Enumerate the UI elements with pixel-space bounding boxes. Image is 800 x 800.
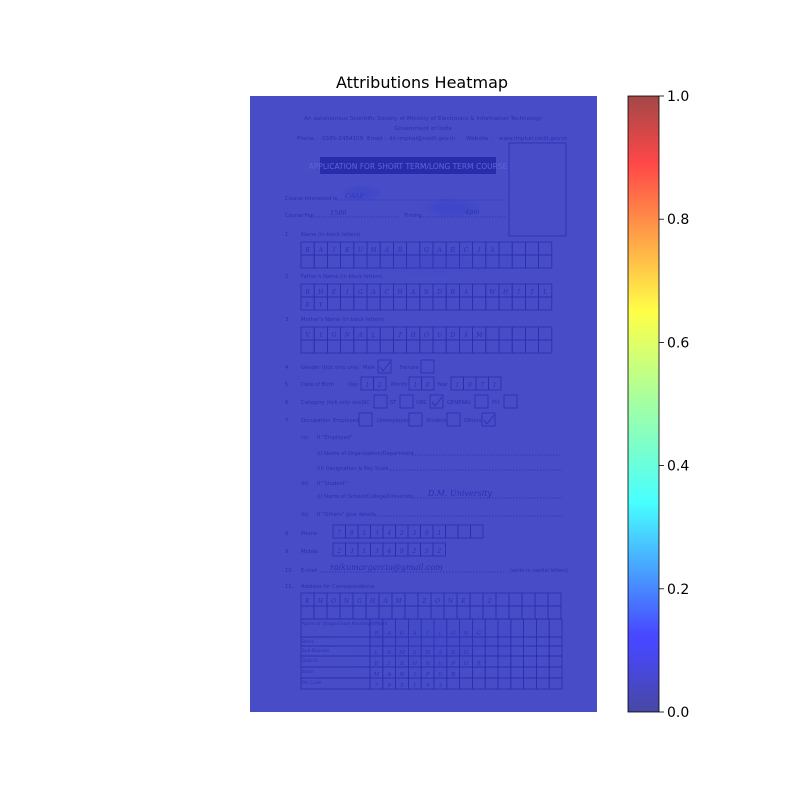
colorbar-ticks: 0.0 0.2 0.4 0.6 0.8 1.0 — [659, 89, 689, 721]
colorbar: 0.0 0.2 0.4 0.6 0.8 1.0 — [627, 89, 689, 721]
colorbar-tick-label: 0.8 — [667, 212, 689, 228]
colorbar-tick-label: 0.2 — [667, 582, 689, 598]
colorbar-tick-label: 0.0 — [667, 705, 689, 721]
colorbar-frame — [627, 95, 660, 713]
colorbar-tick-label: 0.6 — [667, 335, 689, 351]
attribution-overlay — [250, 96, 597, 712]
colorbar-tick-label: 0.4 — [667, 459, 689, 475]
colorbar-tick-label: 1.0 — [667, 89, 689, 105]
chart-title: Attributions Heatmap — [336, 73, 508, 92]
heatmap-image: An autonomous Scientific Society of Mini… — [250, 96, 597, 712]
colorbar-gradient — [628, 96, 659, 712]
